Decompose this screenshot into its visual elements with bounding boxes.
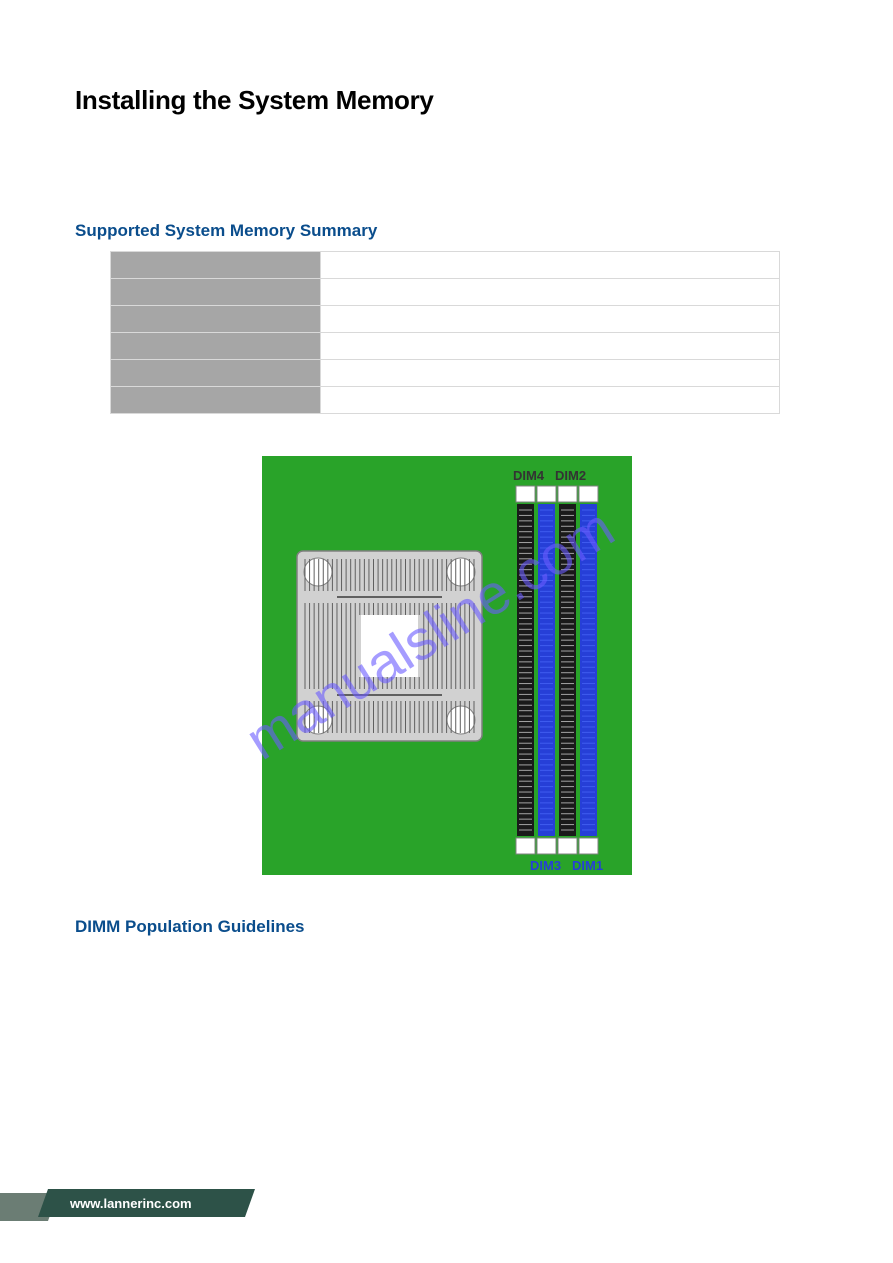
table-cell-label — [111, 306, 321, 333]
table-cell-label — [111, 252, 321, 279]
table-row — [111, 333, 780, 360]
section-summary-title: Supported System Memory Summary — [75, 221, 818, 241]
page-title: Installing the System Memory — [75, 85, 818, 116]
table-row — [111, 252, 780, 279]
motherboard-diagram: DIM4 DIM2 DIM3 DIM1 — [262, 456, 632, 875]
svg-text:DIM1: DIM1 — [572, 858, 603, 873]
summary-table — [110, 251, 780, 414]
table-cell-value — [321, 306, 780, 333]
table-cell-label — [111, 333, 321, 360]
table-cell-label — [111, 279, 321, 306]
table-cell-value — [321, 252, 780, 279]
table-row — [111, 306, 780, 333]
table-row — [111, 360, 780, 387]
svg-text:DIM3: DIM3 — [530, 858, 561, 873]
footer: www.lannerinc.com — [0, 1189, 255, 1221]
svg-text:DIM4: DIM4 — [513, 468, 545, 483]
table-row — [111, 279, 780, 306]
section-guidelines-title: DIMM Population Guidelines — [75, 917, 818, 937]
table-cell-value — [321, 387, 780, 414]
table-cell-label — [111, 387, 321, 414]
table-row — [111, 387, 780, 414]
footer-url: www.lannerinc.com — [69, 1196, 192, 1211]
table-cell-value — [321, 333, 780, 360]
svg-text:DIM2: DIM2 — [555, 468, 586, 483]
table-cell-label — [111, 360, 321, 387]
table-cell-value — [321, 279, 780, 306]
table-cell-value — [321, 360, 780, 387]
